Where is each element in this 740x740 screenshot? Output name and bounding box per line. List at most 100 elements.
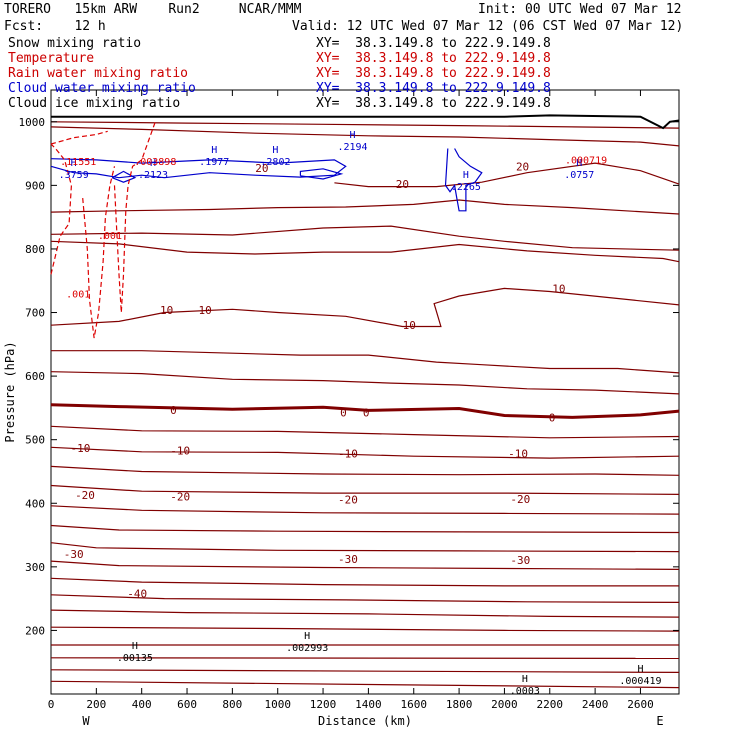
temperature-label: 20 — [255, 162, 268, 175]
extremum-value: .11551 — [60, 157, 96, 168]
extremum-value: .003898 — [134, 157, 176, 168]
x-tick-label: 400 — [132, 698, 152, 711]
temperature-label: 10 — [552, 282, 565, 295]
extremum-value: .000719 — [565, 155, 607, 166]
extremum-mark: H — [272, 145, 278, 156]
temperature-contour — [50, 484, 680, 495]
temperature-label: -10 — [170, 444, 190, 457]
rain-contours — [50, 121, 156, 339]
temperature-contour — [50, 425, 680, 439]
extremum-value: .001 — [66, 289, 90, 300]
rain-contour — [50, 130, 108, 145]
legend-xy-range: XY= 38.3.149.8 to 222.9.149.8 — [316, 66, 551, 81]
extremum-value: .001 — [98, 231, 122, 242]
terrain-line — [51, 114, 680, 130]
temperature-contour — [50, 680, 680, 689]
temperature-contour — [50, 446, 680, 459]
extremum-value: .2123 — [138, 170, 168, 181]
temperature-label: -30 — [64, 548, 84, 561]
temperature-contour — [50, 609, 680, 618]
temperature-contour — [50, 225, 680, 251]
temperature-contour — [50, 287, 680, 328]
legend-xy-range: XY= 38.3.149.8 to 222.9.149.8 — [316, 81, 551, 96]
extremum-mark: H — [211, 145, 217, 156]
x-tick-label: 200 — [86, 698, 106, 711]
temperature-contour — [50, 542, 680, 553]
temperature-contour — [50, 199, 680, 215]
plot-area — [50, 89, 680, 695]
x-tick-label: 600 — [177, 698, 197, 711]
y-tick-label: 700 — [25, 307, 45, 320]
temperature-contour — [50, 669, 680, 673]
temperature-label: -10 — [508, 448, 528, 461]
temperature-contour — [50, 505, 680, 515]
extremum-value: .2802 — [260, 157, 290, 168]
terrain-profile — [51, 114, 680, 130]
x-tick-label: 2600 — [627, 698, 654, 711]
temperature-contour — [50, 126, 680, 147]
temperature-label: -20 — [75, 489, 95, 502]
extremum-value: .0003 — [510, 686, 540, 697]
extremum-mark: H — [304, 631, 310, 642]
extremum-value: .0757 — [564, 170, 594, 181]
temperature-contour — [51, 350, 680, 374]
extremum-mark: H — [637, 664, 643, 675]
model-title: TORERO 15km ARW Run2 NCAR/MMM — [4, 2, 302, 17]
extremum-value: .00135 — [117, 653, 153, 664]
x-tick-label: 1200 — [310, 698, 337, 711]
extremum-mark: H — [150, 158, 156, 169]
extremum-value: .2194 — [337, 142, 367, 153]
extremum-value: .3759 — [59, 170, 89, 181]
legend-label: Cloud ice mixing ratio — [8, 96, 181, 111]
axes: 0 200 400 600 800 1000 1200 1400 1600 1800 2000 220… — [3, 90, 679, 728]
temperature-label: 10 — [403, 319, 416, 332]
x-tick-label: 1800 — [446, 698, 473, 711]
cloud-water-contour — [50, 158, 347, 179]
temperature-label: -40 — [127, 588, 147, 601]
y-tick-label: 500 — [25, 434, 45, 447]
x-tick-label: 2000 — [491, 698, 518, 711]
temperature-contour — [334, 162, 680, 188]
contour-labels: -40 -30 -30 -30 -20 -20 -20 -20 -10 -10 -10 -10 0 0 0 0… — [64, 160, 566, 600]
init-time: Init: 00 UTC Wed 07 Mar 12 — [478, 2, 682, 17]
temperature-label: 10 — [199, 304, 212, 317]
temperature-label: 0 — [549, 411, 556, 424]
extremum-value: .002993 — [286, 643, 328, 654]
y-tick-label: 800 — [25, 243, 45, 256]
temperature-contour — [50, 240, 680, 263]
temperature-contour — [50, 657, 680, 659]
x-tick-label: 1600 — [400, 698, 427, 711]
temperature-label: -10 — [338, 448, 358, 461]
rain-contour — [82, 166, 116, 339]
extremum-value: .2265 — [451, 182, 481, 193]
legend-xy-range: XY= 38.3.149.8 to 222.9.149.8 — [316, 51, 551, 66]
y-tick-label: 600 — [25, 370, 45, 383]
legend-label: Cloud water mixing ratio — [8, 81, 196, 96]
extremum-mark: H — [71, 158, 77, 169]
temperature-label: 20 — [396, 178, 409, 191]
y-axis-title: Pressure (hPa) — [3, 341, 17, 442]
forecast-hour: Fcst: 12 h — [4, 19, 106, 34]
temperature-label: -20 — [510, 493, 530, 506]
temperature-label: 20 — [516, 160, 529, 173]
east-end-label: E — [656, 714, 663, 728]
temperature-contour — [50, 594, 680, 603]
temperature-label: -30 — [338, 553, 358, 566]
temperature-label: -20 — [170, 490, 190, 503]
x-tick-label: 0 — [48, 698, 55, 711]
x-axis-title: Distance (km) — [318, 714, 412, 728]
temperature-contour — [50, 371, 680, 395]
temperature-contour — [50, 560, 680, 570]
temperature-label: 10 — [160, 304, 173, 317]
y-tick-label: 200 — [25, 624, 45, 637]
x-tick-label: 1400 — [355, 698, 382, 711]
temperature-contour — [50, 465, 680, 476]
rain-contour — [113, 121, 156, 313]
temperature-label: -20 — [338, 493, 358, 506]
y-tick-label: 400 — [25, 497, 45, 510]
extrema-labels: H.00135H.002993H.000419H.0003H.3759H.212… — [59, 130, 662, 697]
x-tick-label: 2200 — [537, 698, 564, 711]
extremum-mark: H — [463, 170, 469, 181]
temperature-label: 0 — [170, 404, 177, 417]
y-tick-label: 1000 — [19, 116, 46, 129]
